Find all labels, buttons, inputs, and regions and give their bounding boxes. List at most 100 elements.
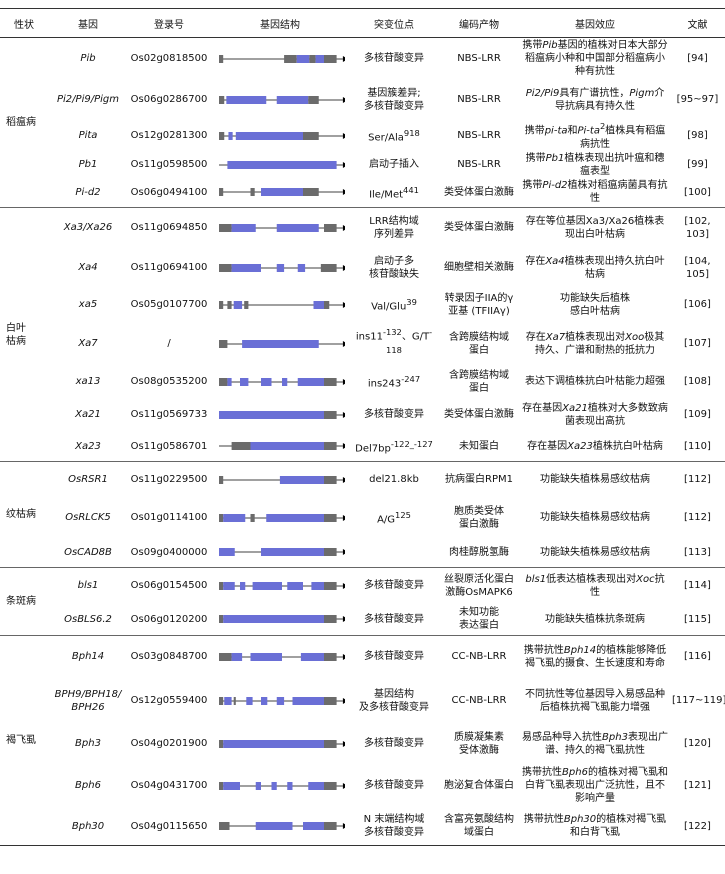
effect-cell: 携带抗性Bph6的植株对褐飞虱和白背飞虱表现出广泛抗性，且不影响产量 [520,764,670,808]
structure-cell [210,288,350,322]
product-cell: 含跨膜结构域 蛋白 [438,322,520,366]
text: [94] [687,53,708,65]
text: Os11g0586701 [130,440,208,452]
product-cell: CC-NB-LRR [438,678,520,724]
mutation-cell: 多核苷酸变异 [350,38,438,80]
column-header: 基因结构 [210,8,350,38]
exon [219,696,224,705]
exon [255,781,261,790]
reference-cell: [95~97] [670,80,725,120]
text: 未知蛋白 [459,440,499,452]
text: [121] [684,780,711,791]
effect-cell: 功能缺失植株易感纹枯病 [520,537,670,568]
table-row: Pita Os12g0281300 Ser/Ala918 NBS-LRR 携带pi-ta… [0,120,725,152]
text: Os11g0598500 [130,159,208,170]
text: 的植株对褐飞虱和白背飞虱表现出广泛抗性，且不影响产量 [525,767,668,804]
text: 存在 [525,331,546,343]
exon [276,263,285,272]
gene-line [342,132,345,139]
text: Xa7 [78,338,98,349]
exon [271,781,277,790]
text: Bph14 [71,651,105,663]
structure-cell [210,537,350,568]
text: 质膜凝集素 受体激酶 [454,731,504,756]
text: Os06g0286700 [130,94,208,105]
mutation-cell: ins11-132、G/T-118 [350,322,438,366]
exon [266,513,324,522]
exon [250,188,255,197]
gene-structure [219,548,345,557]
exon [324,696,337,705]
mutation-cell: Ile/Met441 [350,177,438,208]
exon [287,581,303,590]
exon [324,781,337,790]
text: 携带 [522,40,543,52]
gene-structure [219,739,345,748]
trait-cell: 稻瘟病 [0,37,48,208]
trait-cell: 白叶 枯病 [0,207,48,462]
structure-cell [210,80,350,120]
exon [303,188,319,197]
column-header: 文献 [670,8,725,38]
product-cell: NBS-LRR [438,120,520,152]
exon [227,160,337,169]
text: 功能缺失植株抗条斑病 [545,613,645,625]
text: Bph30 [71,820,105,832]
gene-line [342,378,345,385]
gene-structure [219,781,345,790]
text: Del7bp [355,442,391,454]
exon [233,300,243,309]
reference-cell: [112] [670,498,725,538]
column-header: 突变位点 [350,8,438,38]
mutation-cell: LRR结构域 序列差异 [350,208,438,248]
exon [324,652,337,661]
gene-table: 性状 基因 登录号 基因结构 突变位点 编码产物 基因效应 文献 稻瘟病 Pib Os02g081… [0,8,725,846]
gene-cell: OsBLS6.2 [48,603,128,636]
effect-cell: bls1低表达植株表现出对Xoc抗性 [520,568,670,604]
effect-cell: 携带Pb1植株表现出抗叶瘟和穗瘟表型 [520,152,670,178]
gene-line [342,55,345,62]
superscript: 125 [395,509,411,520]
exon [231,652,243,661]
text: 启动子插入 [369,159,419,170]
text: [108] [684,376,711,387]
effect-cell: 携带pi-ta和Pi-ta2植株具有稻瘟病抗性 [520,120,670,152]
gene-structure [219,377,345,386]
text: 存在基因 [527,440,568,452]
superscript: 918 [403,127,420,138]
exon [250,513,255,522]
gene-structure [219,513,345,522]
text: 丝裂原活化蛋白 激酶OsMAPK6 [444,573,514,598]
table-row: 稻瘟病 Pib Os02g0818500 多核苷酸变异 NBS-LRR 携带Pib基因的植… [0,37,725,208]
text: NBS-LRR [457,53,501,65]
text: 携带 [522,180,543,192]
text: BPH9/BPH18/ BPH26 [54,688,122,713]
superscript: 441 [403,184,419,195]
product-cell: CC-NB-LRR [438,636,520,678]
accession-cell: / [128,322,210,366]
accession-cell: Os08g0535200 [128,366,210,398]
table-row: 白叶 枯病 Xa3/Xa26 Os11g0694850 LRR结构域 序列差异 类受体蛋… [0,207,725,462]
text: [109] [684,409,711,420]
accession-cell: Os04g0431700 [128,764,210,808]
text: 类受体蛋白激酶 [444,409,514,420]
text: 启动子多 核苷酸缺失 [369,255,419,280]
text: 的植株能够降低褐飞虱的摄食、生长速度和寿命 [525,644,667,669]
exon [231,442,251,451]
mutation-cell: 多核苷酸变异 [350,724,438,764]
text: Os08g0535200 [130,376,208,387]
text: 基因簇差异; 多核苷酸变异 [364,87,424,112]
reference-cell: [108] [670,366,725,398]
text: 易感品种导入抗性 [522,731,603,743]
text: Os11g0229500 [130,474,208,486]
exon [276,696,285,705]
product-cell: 未知功能 表达蛋白 [438,603,520,636]
structure-cell [210,38,350,80]
effect-cell: 功能缺失后植株 感白叶枯病 [520,288,670,322]
italic-text: Bph30 [563,814,597,826]
gene-line [342,697,345,704]
text: OsRLCK5 [65,512,111,523]
exon [308,95,319,104]
structure-cell [210,603,350,636]
mutation-cell: 基因簇差异; 多核苷酸变异 [350,80,438,120]
